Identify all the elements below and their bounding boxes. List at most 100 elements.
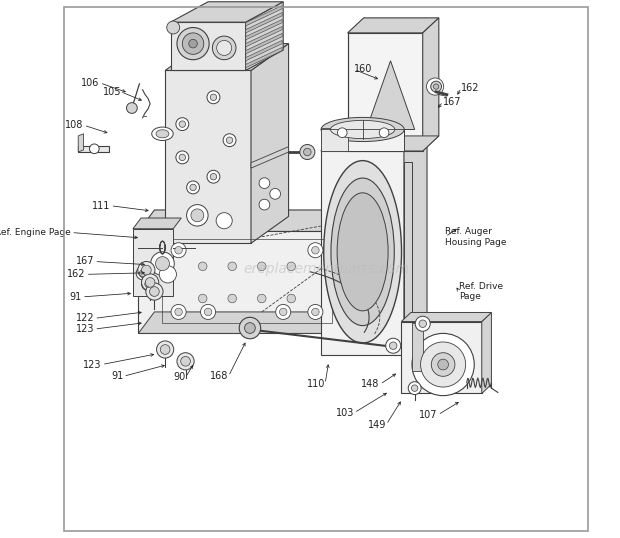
Circle shape — [304, 148, 311, 156]
Circle shape — [207, 91, 220, 104]
Text: 91: 91 — [111, 371, 123, 381]
Circle shape — [213, 36, 236, 60]
Polygon shape — [170, 22, 246, 70]
Circle shape — [187, 181, 200, 194]
Text: 162: 162 — [67, 270, 86, 279]
Text: 160: 160 — [354, 65, 373, 74]
Circle shape — [431, 81, 441, 92]
Polygon shape — [423, 18, 439, 151]
Circle shape — [308, 305, 323, 320]
Polygon shape — [133, 229, 173, 296]
Polygon shape — [246, 40, 282, 61]
Circle shape — [239, 317, 260, 339]
Text: 122: 122 — [76, 313, 94, 323]
Ellipse shape — [331, 178, 394, 325]
Ellipse shape — [330, 121, 395, 139]
Circle shape — [420, 342, 466, 387]
Circle shape — [226, 137, 232, 144]
Text: 123: 123 — [76, 324, 94, 334]
Circle shape — [171, 243, 186, 258]
Circle shape — [287, 294, 296, 303]
Circle shape — [379, 128, 389, 138]
Text: 106: 106 — [81, 78, 100, 88]
Polygon shape — [165, 44, 288, 70]
Circle shape — [140, 270, 146, 277]
Polygon shape — [138, 231, 342, 334]
Text: 167: 167 — [76, 257, 94, 266]
Circle shape — [287, 262, 296, 271]
Circle shape — [136, 267, 149, 280]
Circle shape — [205, 308, 212, 316]
Circle shape — [210, 173, 216, 180]
Circle shape — [175, 308, 182, 316]
Circle shape — [147, 286, 160, 299]
Polygon shape — [342, 210, 358, 334]
Circle shape — [308, 243, 323, 258]
Circle shape — [182, 33, 204, 54]
Circle shape — [190, 184, 197, 190]
Circle shape — [156, 257, 169, 271]
Circle shape — [126, 103, 137, 114]
Circle shape — [210, 94, 216, 101]
Circle shape — [270, 188, 280, 199]
Circle shape — [337, 128, 347, 138]
Circle shape — [176, 118, 188, 131]
Circle shape — [150, 289, 157, 296]
Circle shape — [191, 209, 204, 222]
Polygon shape — [401, 313, 492, 322]
Polygon shape — [251, 147, 288, 168]
Circle shape — [259, 199, 270, 210]
Circle shape — [145, 278, 155, 287]
Text: 105: 105 — [103, 87, 121, 97]
Polygon shape — [165, 70, 251, 243]
Polygon shape — [78, 134, 84, 152]
Text: 108: 108 — [65, 120, 84, 130]
Ellipse shape — [337, 193, 388, 311]
Polygon shape — [348, 18, 439, 33]
Circle shape — [177, 353, 194, 370]
Polygon shape — [138, 312, 358, 334]
Polygon shape — [133, 218, 181, 229]
Circle shape — [244, 323, 255, 334]
Text: ereplacementparts.com: ereplacementparts.com — [243, 262, 409, 276]
Circle shape — [200, 305, 216, 320]
Text: 123: 123 — [83, 359, 102, 370]
Circle shape — [228, 262, 236, 271]
Circle shape — [216, 213, 232, 229]
Polygon shape — [78, 146, 108, 152]
Circle shape — [412, 334, 474, 395]
Circle shape — [257, 294, 266, 303]
Polygon shape — [366, 61, 415, 130]
Circle shape — [198, 262, 207, 271]
Text: 149: 149 — [368, 420, 386, 430]
Polygon shape — [348, 136, 439, 151]
Text: 148: 148 — [361, 379, 380, 390]
Polygon shape — [321, 130, 404, 151]
Text: Ref. Auger
Housing Page: Ref. Auger Housing Page — [445, 227, 507, 246]
Polygon shape — [321, 136, 427, 151]
Polygon shape — [246, 2, 283, 70]
Circle shape — [144, 281, 151, 287]
Circle shape — [187, 204, 208, 226]
Polygon shape — [246, 19, 282, 40]
Text: 90: 90 — [174, 372, 185, 383]
Circle shape — [138, 261, 155, 279]
Circle shape — [259, 178, 270, 188]
Polygon shape — [246, 26, 282, 47]
Text: 168: 168 — [210, 371, 229, 381]
Text: 111: 111 — [92, 201, 110, 211]
Text: 91: 91 — [69, 292, 82, 302]
Ellipse shape — [152, 127, 173, 140]
Polygon shape — [251, 44, 288, 243]
Circle shape — [438, 359, 448, 370]
Text: 110: 110 — [307, 379, 325, 389]
Text: 162: 162 — [461, 83, 480, 93]
Circle shape — [175, 246, 182, 254]
Circle shape — [415, 316, 430, 331]
Circle shape — [300, 145, 315, 160]
Polygon shape — [321, 151, 404, 355]
Circle shape — [177, 27, 209, 60]
Circle shape — [141, 265, 151, 275]
Circle shape — [412, 385, 418, 391]
Polygon shape — [412, 323, 423, 371]
